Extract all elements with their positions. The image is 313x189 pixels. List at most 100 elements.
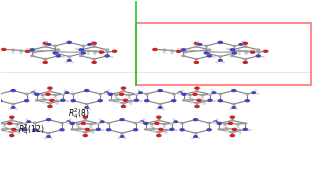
Circle shape xyxy=(177,91,182,94)
Circle shape xyxy=(238,132,242,134)
Circle shape xyxy=(99,50,104,54)
Circle shape xyxy=(256,93,259,95)
Circle shape xyxy=(232,128,237,131)
Circle shape xyxy=(145,93,149,95)
Circle shape xyxy=(83,134,88,137)
Circle shape xyxy=(150,125,153,128)
Circle shape xyxy=(162,126,166,128)
Circle shape xyxy=(137,89,140,91)
Circle shape xyxy=(196,99,202,102)
Circle shape xyxy=(210,89,213,91)
Circle shape xyxy=(151,127,156,130)
Circle shape xyxy=(43,58,48,60)
Circle shape xyxy=(204,45,208,47)
Circle shape xyxy=(70,99,76,102)
Circle shape xyxy=(223,123,227,125)
Circle shape xyxy=(106,122,111,124)
Circle shape xyxy=(121,102,126,105)
Circle shape xyxy=(244,50,248,53)
Circle shape xyxy=(263,50,269,53)
Circle shape xyxy=(162,51,166,53)
Circle shape xyxy=(176,50,182,53)
Circle shape xyxy=(172,93,176,95)
Circle shape xyxy=(45,41,48,43)
Circle shape xyxy=(244,45,247,46)
Circle shape xyxy=(11,128,17,131)
Circle shape xyxy=(193,132,198,134)
Circle shape xyxy=(80,122,86,125)
Circle shape xyxy=(180,122,184,124)
Circle shape xyxy=(123,99,128,102)
Circle shape xyxy=(52,51,58,55)
Circle shape xyxy=(61,93,64,95)
Circle shape xyxy=(242,41,245,43)
Circle shape xyxy=(164,132,168,134)
Circle shape xyxy=(244,99,250,102)
Circle shape xyxy=(114,96,118,99)
Circle shape xyxy=(48,102,52,105)
Circle shape xyxy=(89,126,93,128)
Circle shape xyxy=(232,51,237,55)
Circle shape xyxy=(100,120,105,123)
Circle shape xyxy=(190,101,193,104)
Circle shape xyxy=(152,48,158,51)
Circle shape xyxy=(121,105,126,108)
Circle shape xyxy=(181,93,187,96)
Circle shape xyxy=(193,45,197,46)
Circle shape xyxy=(96,122,100,125)
Circle shape xyxy=(89,123,93,125)
Circle shape xyxy=(225,130,229,133)
Circle shape xyxy=(207,48,212,51)
Circle shape xyxy=(3,125,6,128)
Circle shape xyxy=(195,102,199,105)
Circle shape xyxy=(192,93,198,96)
Circle shape xyxy=(255,54,261,58)
Circle shape xyxy=(238,129,242,131)
Circle shape xyxy=(215,61,218,63)
Circle shape xyxy=(86,50,90,52)
Circle shape xyxy=(60,99,66,102)
Circle shape xyxy=(98,93,102,95)
Circle shape xyxy=(114,94,118,96)
Circle shape xyxy=(226,48,230,50)
Circle shape xyxy=(116,101,120,104)
Circle shape xyxy=(32,128,38,132)
Circle shape xyxy=(212,56,216,58)
Circle shape xyxy=(207,122,211,124)
Circle shape xyxy=(197,137,200,139)
Circle shape xyxy=(0,122,2,125)
Circle shape xyxy=(228,122,233,125)
Circle shape xyxy=(261,56,265,58)
Circle shape xyxy=(4,127,8,130)
Circle shape xyxy=(55,54,61,58)
Circle shape xyxy=(158,106,163,109)
Circle shape xyxy=(139,100,143,102)
Circle shape xyxy=(156,119,161,122)
Circle shape xyxy=(243,58,248,60)
Circle shape xyxy=(83,115,88,119)
Circle shape xyxy=(144,128,148,131)
Circle shape xyxy=(79,48,84,51)
Circle shape xyxy=(40,94,45,96)
Circle shape xyxy=(203,102,206,105)
Circle shape xyxy=(170,122,174,125)
Circle shape xyxy=(28,129,31,131)
Circle shape xyxy=(66,121,69,124)
Circle shape xyxy=(244,53,248,55)
Circle shape xyxy=(88,108,91,110)
Circle shape xyxy=(66,120,71,123)
Circle shape xyxy=(70,128,74,131)
Circle shape xyxy=(99,118,102,120)
Bar xyxy=(136,23,311,85)
Circle shape xyxy=(177,48,181,50)
Circle shape xyxy=(75,48,79,50)
Circle shape xyxy=(201,97,204,99)
Circle shape xyxy=(236,126,240,128)
Circle shape xyxy=(85,103,89,105)
Circle shape xyxy=(230,131,234,134)
Circle shape xyxy=(170,52,174,54)
Circle shape xyxy=(9,134,15,137)
Circle shape xyxy=(106,50,110,53)
Circle shape xyxy=(235,108,239,110)
Circle shape xyxy=(243,128,248,131)
